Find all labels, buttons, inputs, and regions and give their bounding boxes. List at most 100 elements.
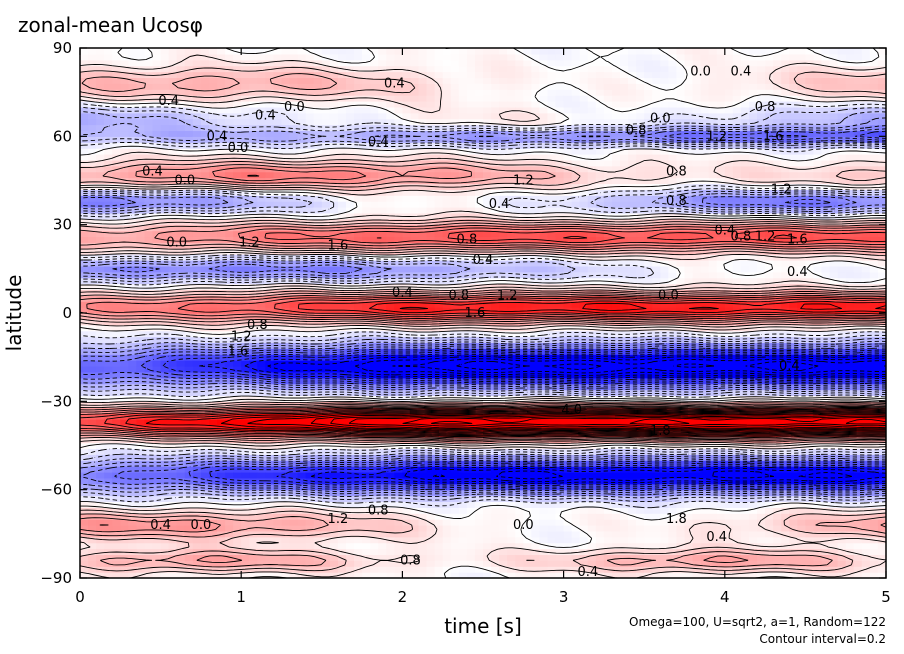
- heatmap-cell: [362, 489, 371, 497]
- heatmap-cell: [104, 513, 113, 520]
- heatmap-cell: [434, 77, 444, 84]
- heatmap-cell: [378, 112, 387, 120]
- heatmap-cell: [208, 89, 218, 96]
- heatmap-cell: [217, 118, 226, 126]
- heatmap-cell: [418, 495, 428, 503]
- heatmap-cell: [257, 112, 266, 120]
- heatmap-cell: [297, 112, 307, 120]
- heatmap-cell: [120, 460, 129, 467]
- heatmap-cell: [96, 483, 105, 491]
- heatmap-cell: [418, 466, 428, 473]
- heatmap-cell: [225, 307, 234, 314]
- heatmap-cell: [241, 430, 250, 438]
- heatmap-cell: [354, 513, 363, 520]
- heatmap-cell: [410, 360, 420, 367]
- heatmap-cell: [402, 254, 412, 261]
- heatmap-cell: [466, 89, 476, 96]
- heatmap-cell: [96, 218, 105, 226]
- heatmap-cell: [418, 136, 428, 143]
- heatmap-cell: [289, 442, 299, 450]
- heatmap-cell: [297, 59, 307, 67]
- heatmap-cell: [208, 566, 218, 573]
- heatmap-cell: [184, 413, 194, 420]
- heatmap-cell: [402, 530, 412, 538]
- heatmap-cell: [523, 318, 532, 326]
- heatmap-cell: [208, 336, 218, 344]
- heatmap-cell: [458, 195, 468, 202]
- heatmap-cell: [112, 542, 121, 550]
- heatmap-cell: [329, 354, 339, 361]
- heatmap-cell: [289, 248, 299, 255]
- heatmap-cell: [265, 383, 275, 391]
- heatmap-cell: [200, 53, 210, 61]
- heatmap-cell: [329, 48, 339, 55]
- heatmap-cell: [96, 148, 105, 155]
- heatmap-cell: [483, 177, 492, 185]
- heatmap-cell: [418, 224, 428, 232]
- heatmap-cell: [394, 301, 403, 308]
- heatmap-cell: [418, 377, 428, 385]
- heatmap-cell: [152, 307, 162, 314]
- heatmap-cell: [104, 489, 113, 497]
- heatmap-cell: [112, 101, 121, 108]
- heatmap-cell: [442, 106, 452, 114]
- heatmap-cell: [160, 89, 170, 96]
- heatmap-cell: [329, 59, 339, 67]
- heatmap-cell: [96, 572, 105, 578]
- heatmap-cell: [128, 154, 138, 161]
- heatmap-cell: [120, 207, 129, 214]
- heatmap-cell: [225, 95, 234, 102]
- heatmap-cell: [225, 159, 234, 167]
- heatmap-cell: [120, 413, 129, 420]
- heatmap-cell: [442, 271, 452, 279]
- heatmap-cell: [208, 530, 218, 538]
- heatmap-cell: [297, 101, 307, 108]
- heatmap-cell: [257, 501, 266, 508]
- heatmap-cell: [152, 383, 162, 391]
- heatmap-cell: [96, 513, 105, 520]
- heatmap-cell: [289, 324, 299, 332]
- heatmap-cell: [136, 542, 146, 550]
- heatmap-cell: [345, 201, 355, 208]
- heatmap-cell: [370, 142, 379, 149]
- heatmap-cell: [289, 265, 299, 273]
- heatmap-cell: [249, 277, 258, 285]
- heatmap-cell: [80, 525, 89, 532]
- heatmap-cell: [354, 130, 363, 137]
- heatmap-cell: [297, 301, 307, 308]
- heatmap-cell: [217, 548, 226, 556]
- heatmap-cell: [225, 554, 234, 561]
- heatmap-cell: [458, 548, 468, 556]
- heatmap-cell: [128, 124, 138, 132]
- heatmap-cell: [249, 313, 258, 320]
- heatmap-cell: [394, 77, 403, 84]
- heatmap-cell: [297, 371, 307, 379]
- heatmap-cell: [120, 513, 129, 520]
- heatmap-cell: [112, 389, 121, 397]
- heatmap-cell: [289, 201, 299, 208]
- heatmap-cell: [378, 389, 387, 397]
- heatmap-cell: [402, 572, 412, 578]
- heatmap-cell: [458, 218, 468, 226]
- heatmap-cell: [80, 154, 89, 161]
- heatmap-cell: [345, 354, 355, 361]
- heatmap-cell: [96, 242, 105, 249]
- heatmap-cell: [337, 554, 347, 561]
- heatmap-cell: [217, 489, 226, 497]
- heatmap-cell: [265, 377, 275, 385]
- heatmap-cell: [128, 236, 138, 243]
- heatmap-cell: [297, 489, 307, 497]
- heatmap-cell: [168, 454, 178, 461]
- heatmap-cell: [354, 48, 363, 55]
- heatmap-cell: [273, 159, 283, 167]
- heatmap-cell: [329, 265, 339, 273]
- heatmap-cell: [289, 101, 299, 108]
- heatmap-cell: [88, 377, 97, 385]
- heatmap-cell: [297, 118, 307, 126]
- heatmap-cell: [144, 572, 154, 578]
- heatmap-cell: [265, 366, 275, 373]
- heatmap-cell: [329, 142, 339, 149]
- heatmap-cell: [337, 495, 347, 503]
- heatmap-cell: [80, 401, 89, 408]
- heatmap-cell: [128, 271, 138, 279]
